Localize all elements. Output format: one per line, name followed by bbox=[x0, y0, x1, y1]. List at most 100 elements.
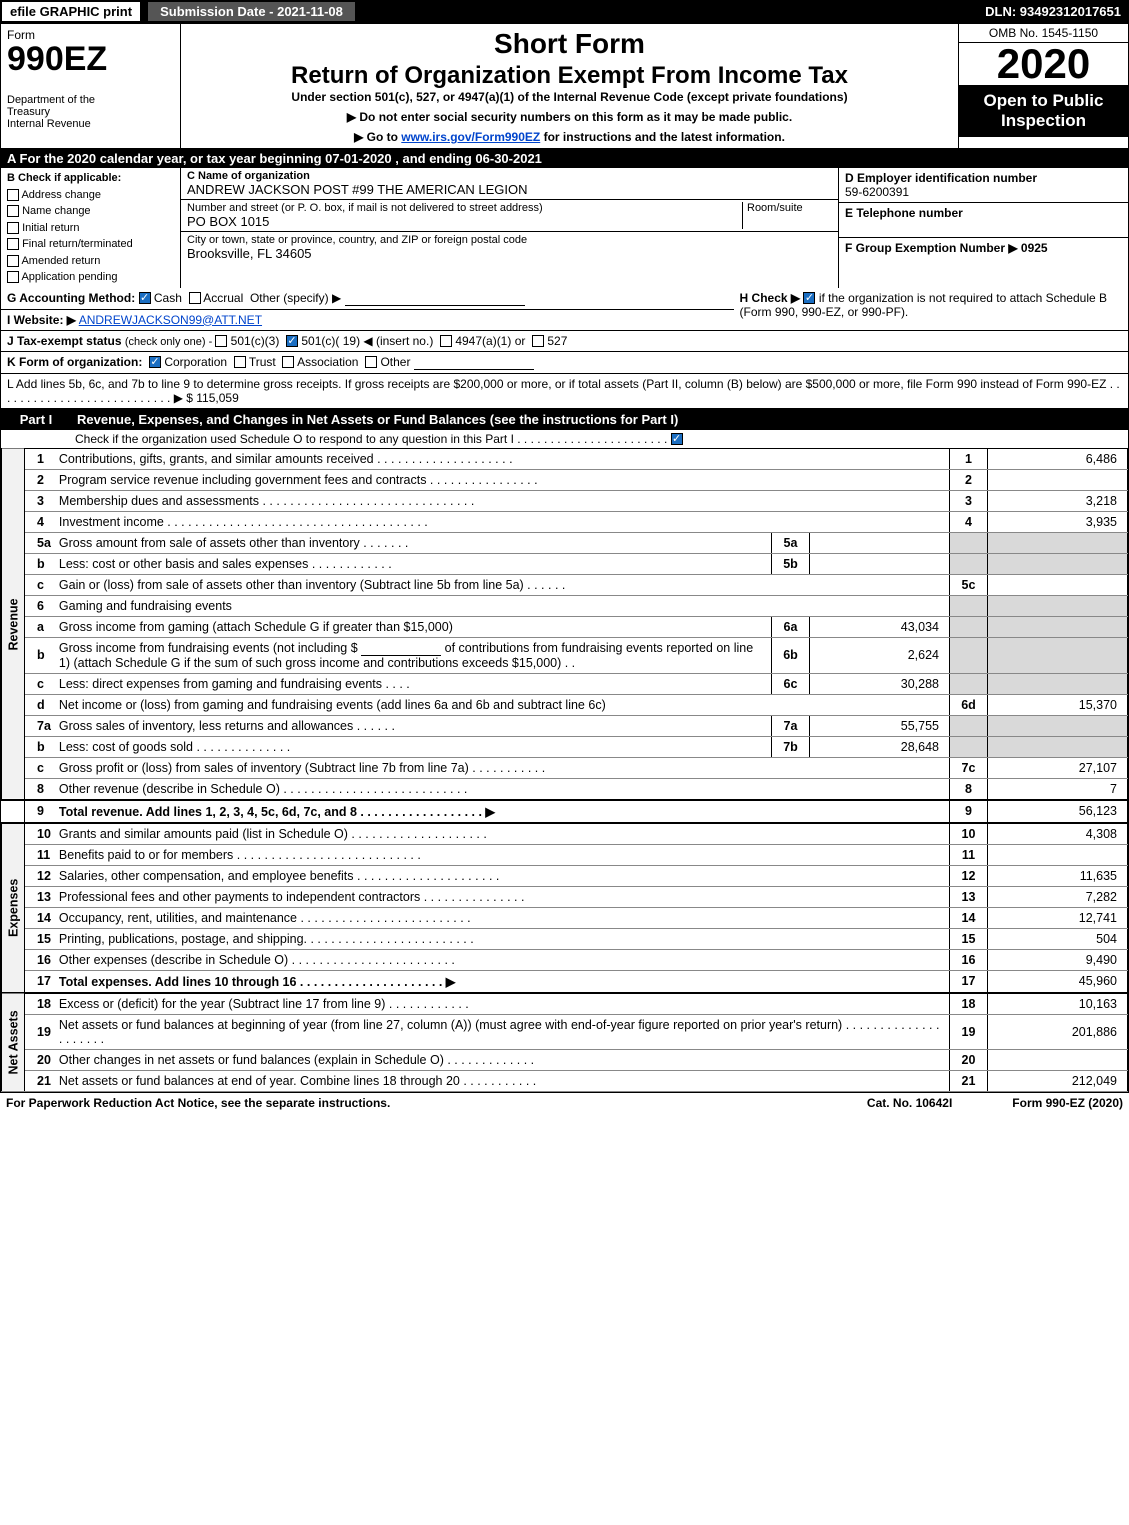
part1-check: Check if the organization used Schedule … bbox=[75, 432, 667, 446]
lc: 21 bbox=[950, 1070, 988, 1091]
lc: 11 bbox=[950, 844, 988, 865]
val: 27,107 bbox=[988, 757, 1128, 778]
desc: Less: cost of goods sold . . . . . . . .… bbox=[55, 736, 772, 757]
ln: 1 bbox=[25, 448, 55, 469]
val: 6,486 bbox=[988, 448, 1128, 469]
l-line: L Add lines 5b, 6c, and 7b to line 9 to … bbox=[1, 373, 1128, 408]
footer: For Paperwork Reduction Act Notice, see … bbox=[0, 1093, 1129, 1113]
g-h-block: G Accounting Method: ✓ Cash Accrual Othe… bbox=[1, 288, 1128, 409]
lc: 16 bbox=[950, 949, 988, 970]
sb: 5a bbox=[772, 532, 810, 553]
val: 4,308 bbox=[988, 823, 1128, 845]
k-corp: Corporation bbox=[164, 355, 227, 369]
j-d: 527 bbox=[547, 334, 567, 348]
ln: b bbox=[25, 637, 55, 673]
lc: 2 bbox=[950, 469, 988, 490]
sv: 28,648 bbox=[810, 736, 950, 757]
e-row: E Telephone number bbox=[839, 203, 1128, 238]
chk-accrual[interactable] bbox=[189, 292, 201, 304]
desc: Gross profit or (loss) from sales of inv… bbox=[55, 757, 950, 778]
lc: 13 bbox=[950, 886, 988, 907]
val bbox=[988, 844, 1128, 865]
website-link[interactable]: ANDREWJACKSON99@ATT.NET bbox=[79, 313, 262, 327]
chk-corp[interactable]: ✓ bbox=[149, 356, 161, 368]
sb: 7b bbox=[772, 736, 810, 757]
chk-assoc[interactable] bbox=[282, 356, 294, 368]
chk-cash[interactable]: ✓ bbox=[139, 292, 151, 304]
ln: 18 bbox=[25, 993, 55, 1015]
chk-address-change[interactable]: Address change bbox=[7, 187, 174, 204]
opt: Initial return bbox=[22, 222, 79, 234]
netassets-sidebar: Net Assets bbox=[2, 993, 25, 1092]
chk-trust[interactable] bbox=[234, 356, 246, 368]
b-label: B Check if applicable: bbox=[7, 170, 174, 187]
ln: d bbox=[25, 694, 55, 715]
ln: 13 bbox=[25, 886, 55, 907]
foot-right: Form 990-EZ (2020) bbox=[1012, 1096, 1123, 1110]
desc: Occupancy, rent, utilities, and maintena… bbox=[55, 907, 950, 928]
val: 3,218 bbox=[988, 490, 1128, 511]
desc: Gross income from fundraising events (no… bbox=[55, 637, 772, 673]
opt: Address change bbox=[21, 189, 101, 201]
sb: 6a bbox=[772, 616, 810, 637]
irs-link[interactable]: www.irs.gov/Form990EZ bbox=[401, 130, 540, 144]
chk-501c[interactable]: ✓ bbox=[286, 335, 298, 347]
chk-name-change[interactable]: Name change bbox=[7, 203, 174, 220]
form-body: Form 990EZ Department of the Treasury In… bbox=[0, 23, 1129, 1093]
k-assoc: Association bbox=[297, 355, 358, 369]
desc: Net assets or fund balances at end of ye… bbox=[55, 1070, 950, 1091]
ln: 21 bbox=[25, 1070, 55, 1091]
k-trust: Trust bbox=[249, 355, 276, 369]
shade bbox=[988, 532, 1128, 553]
val bbox=[988, 469, 1128, 490]
chk-501c3[interactable] bbox=[215, 335, 227, 347]
desc: Investment income . . . . . . . . . . . … bbox=[55, 511, 950, 532]
ln: 14 bbox=[25, 907, 55, 928]
tax-year: 2020 bbox=[959, 43, 1128, 85]
desc: Salaries, other compensation, and employ… bbox=[55, 865, 950, 886]
val: 201,886 bbox=[988, 1014, 1128, 1049]
lc: 9 bbox=[950, 800, 988, 823]
dept-line: Treasury bbox=[7, 106, 174, 118]
header-right: OMB No. 1545-1150 2020 Open to Public In… bbox=[958, 24, 1128, 148]
chk-4947[interactable] bbox=[440, 335, 452, 347]
chk-other[interactable] bbox=[365, 356, 377, 368]
desc: Net income or (loss) from gaming and fun… bbox=[55, 694, 950, 715]
col-def: D Employer identification number 59-6200… bbox=[838, 168, 1128, 288]
sv bbox=[810, 553, 950, 574]
chk-527[interactable] bbox=[532, 335, 544, 347]
j-fine: (check only one) - bbox=[125, 336, 215, 348]
ln: a bbox=[25, 616, 55, 637]
chk-final-return[interactable]: Final return/terminated bbox=[7, 236, 174, 253]
section-a-bar: A For the 2020 calendar year, or tax yea… bbox=[1, 149, 1128, 168]
chk-sched-b[interactable]: ✓ bbox=[803, 292, 815, 304]
foot-left: For Paperwork Reduction Act Notice, see … bbox=[6, 1096, 390, 1110]
org-name: ANDREW JACKSON POST #99 THE AMERICAN LEG… bbox=[187, 182, 832, 197]
val: 12,741 bbox=[988, 907, 1128, 928]
addr: PO BOX 1015 bbox=[187, 214, 742, 229]
ln: 2 bbox=[25, 469, 55, 490]
top-bar: efile GRAPHIC print Submission Date - 20… bbox=[0, 0, 1129, 23]
chk-application-pending[interactable]: Application pending bbox=[7, 269, 174, 286]
chk-initial-return[interactable]: Initial return bbox=[7, 220, 174, 237]
goto-line: ▶ Go to www.irs.gov/Form990EZ for instru… bbox=[189, 130, 950, 144]
col-c: C Name of organization ANDREW JACKSON PO… bbox=[181, 168, 838, 288]
shade bbox=[988, 736, 1128, 757]
section-bcdef: B Check if applicable: Address change Na… bbox=[1, 168, 1128, 288]
desc: Program service revenue including govern… bbox=[55, 469, 950, 490]
ln: 16 bbox=[25, 949, 55, 970]
shade bbox=[950, 715, 988, 736]
g-cash: Cash bbox=[154, 291, 182, 305]
shade bbox=[988, 616, 1128, 637]
desc: Other expenses (describe in Schedule O) … bbox=[55, 949, 950, 970]
chk-sched-o[interactable]: ✓ bbox=[671, 433, 683, 445]
ln: 11 bbox=[25, 844, 55, 865]
chk-amended-return[interactable]: Amended return bbox=[7, 253, 174, 270]
sb: 7a bbox=[772, 715, 810, 736]
ln: 15 bbox=[25, 928, 55, 949]
desc: Excess or (deficit) for the year (Subtra… bbox=[55, 993, 950, 1015]
val: 15,370 bbox=[988, 694, 1128, 715]
efile-print: efile GRAPHIC print bbox=[0, 0, 142, 23]
expenses-sidebar: Expenses bbox=[2, 823, 25, 993]
k-other: Other bbox=[380, 355, 410, 369]
